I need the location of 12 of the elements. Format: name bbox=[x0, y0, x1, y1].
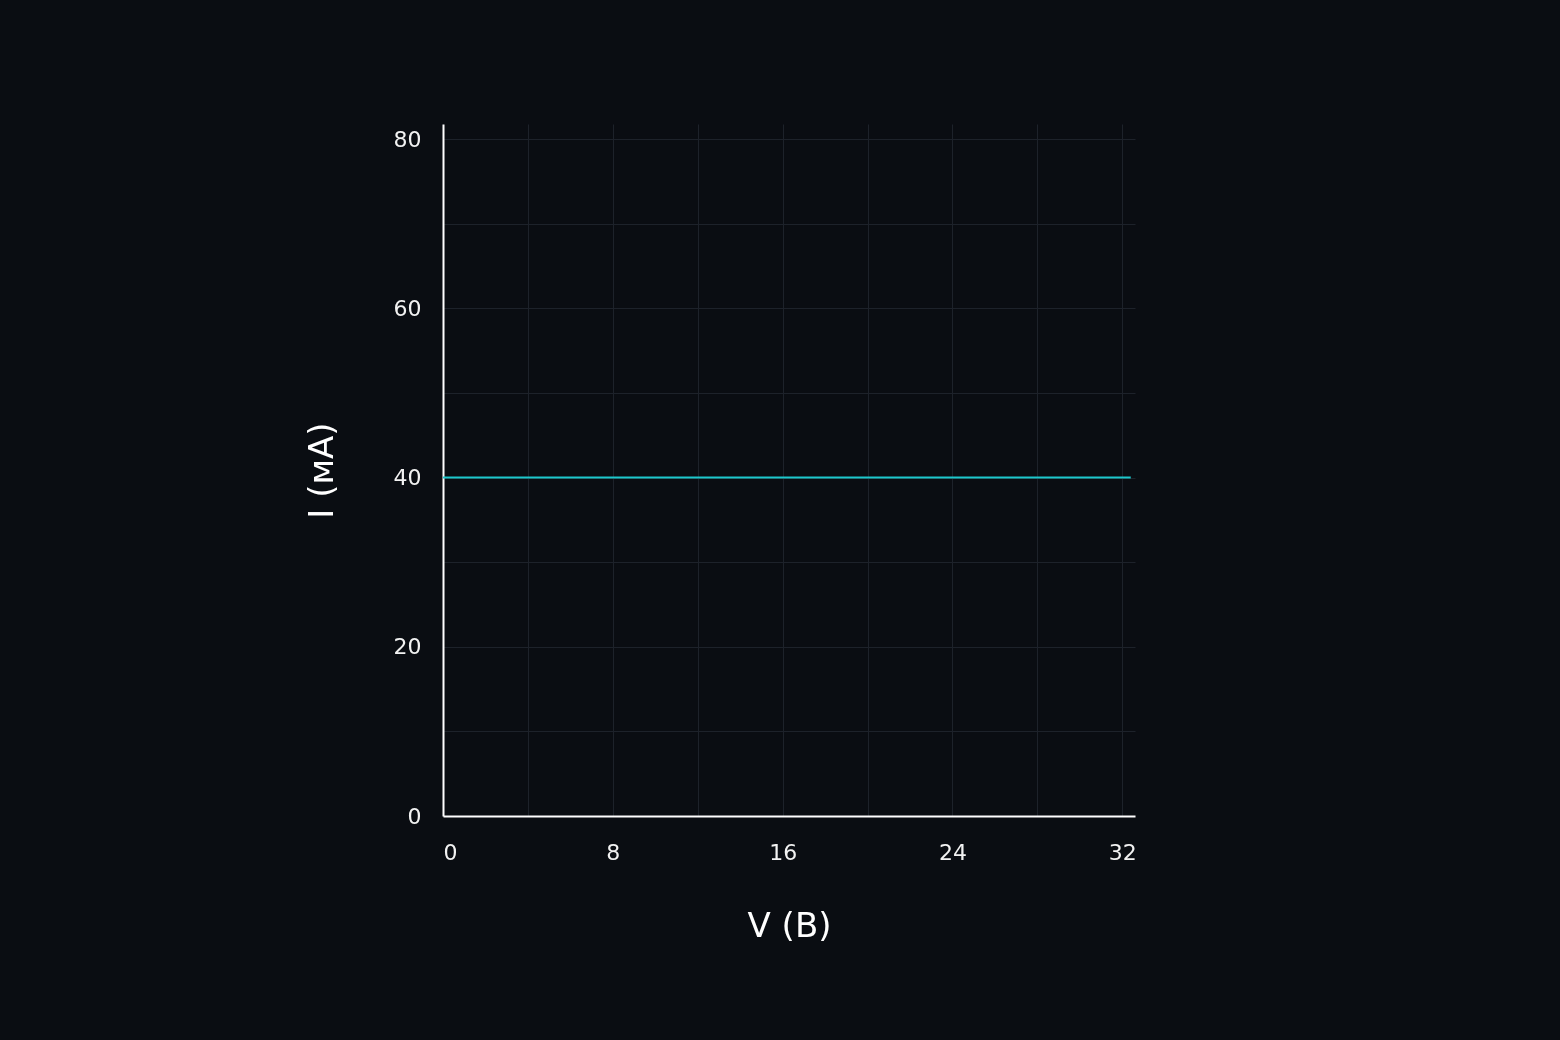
x-axis-title: V (В) bbox=[747, 904, 832, 945]
y-tick-label: 20 bbox=[393, 634, 422, 660]
y-axis-title: I (мА) bbox=[300, 422, 341, 519]
x-tick-label: 32 bbox=[1108, 839, 1137, 865]
y-tick-label: 80 bbox=[393, 126, 422, 152]
x-tick-label: 16 bbox=[769, 839, 798, 865]
x-tick-label: 24 bbox=[938, 839, 967, 865]
y-tick-label: 60 bbox=[393, 295, 422, 321]
y-tick-label: 0 bbox=[407, 803, 422, 829]
x-tick-label: 0 bbox=[443, 839, 458, 865]
x-tick-label: 8 bbox=[606, 839, 621, 865]
y-tick-label: 40 bbox=[393, 465, 422, 491]
